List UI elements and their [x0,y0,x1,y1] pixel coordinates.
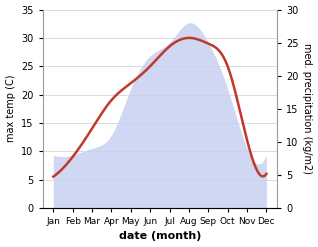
Y-axis label: med. precipitation (kg/m2): med. precipitation (kg/m2) [302,43,313,174]
X-axis label: date (month): date (month) [119,231,201,242]
Y-axis label: max temp (C): max temp (C) [5,75,16,143]
